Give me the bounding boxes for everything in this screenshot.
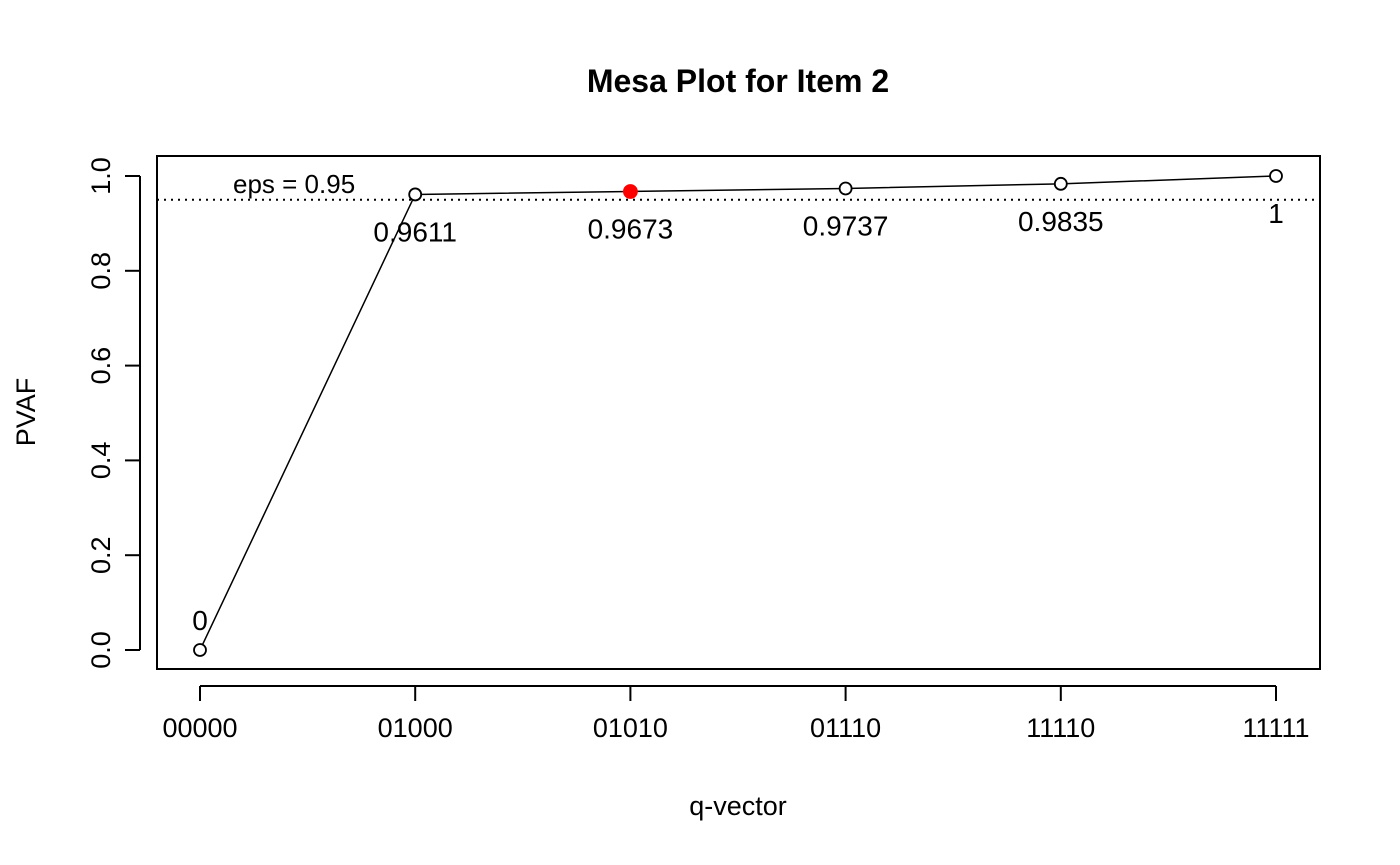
data-point (1053, 176, 1068, 191)
point-value-label: 0.9835 (1018, 206, 1104, 237)
y-tick-label: 1.0 (86, 157, 116, 195)
point-value-label: 0 (192, 605, 208, 636)
y-tick-label: 0.8 (86, 252, 116, 290)
chart-title: Mesa Plot for Item 2 (587, 63, 889, 99)
x-axis-label: q-vector (689, 791, 787, 821)
y-tick-label: 0.6 (86, 347, 116, 385)
data-point (1269, 169, 1283, 183)
point-value-label: 0.9737 (803, 210, 889, 241)
x-tick-label: 11111 (1242, 713, 1309, 743)
eps-label: eps = 0.95 (233, 169, 355, 199)
y-tick-label: 0.4 (86, 442, 116, 480)
x-tick-label: 11110 (1026, 713, 1095, 743)
point-value-label: 0.9611 (373, 216, 457, 247)
point-value-label: 0.9673 (588, 213, 674, 244)
point-labels: 0 0.9611 0.9673 0.9737 0.9835 1 (192, 198, 1284, 636)
data-point (408, 187, 423, 202)
x-tick-label: 01010 (593, 713, 668, 743)
y-axis-label: PVAF (11, 378, 41, 447)
data-point (193, 643, 207, 657)
x-tick-label: 01110 (810, 713, 881, 743)
series-line (199, 175, 1277, 651)
x-tick-label: 00000 (162, 713, 237, 743)
y-tick-label: 0.0 (86, 631, 116, 669)
y-tick-label: 0.2 (86, 536, 116, 574)
x-tick-label: 01000 (378, 713, 453, 743)
x-axis: 00000 01000 01010 01110 11110 11111 (162, 685, 1310, 743)
plot-frame (156, 155, 1321, 670)
point-value-label: 1 (1268, 198, 1284, 229)
data-point (838, 181, 853, 196)
highlighted-data-point (623, 184, 638, 199)
y-axis: 0.0 0.2 0.4 0.6 0.8 1.0 (86, 157, 141, 669)
data-points (193, 169, 1283, 657)
